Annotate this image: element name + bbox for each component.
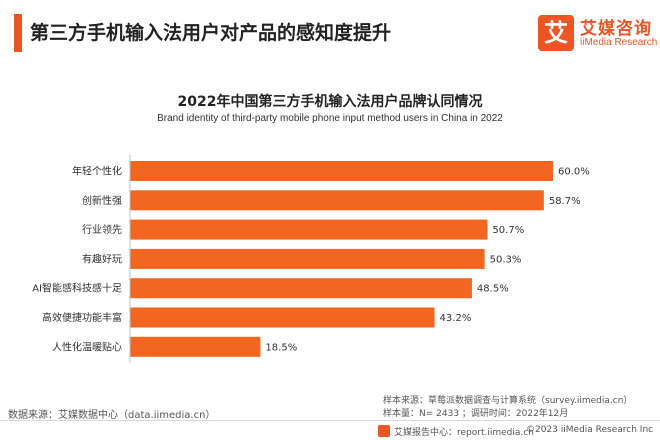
logo-mark-icon: 艾 [538,15,574,51]
value-label-6: 43.2% [440,313,472,324]
category-label-3: 行业领先 [82,223,122,236]
bar-3 [130,219,488,240]
bar-6 [130,307,435,328]
value-label-5: 48.5% [477,284,509,295]
logo-name-cn: 艾媒咨询 [580,19,652,39]
bar-7 [130,336,261,357]
category-label-7: 人性化温暖贴心 [52,340,122,353]
page-title: 第三方手机输入法用户对产品的感知度提升 [30,22,392,44]
value-label-2: 58.7% [549,196,581,207]
sample-source-note: 样本来源：草莓派数据调查与计算系统（survey.iimedia.cn） [383,396,633,406]
iimedia-logo: 艾 艾媒咨询 iiMedia Research [538,13,657,57]
value-label-4: 50.3% [490,254,522,265]
category-label-2: 创新性强 [82,194,122,207]
bar-4 [130,248,485,269]
category-label-1: 年轻个性化 [72,165,122,178]
footer-divider [0,420,660,421]
category-label-4: 有趣好玩 [82,252,122,265]
title-accent-bar [14,14,22,52]
footer-report-center[interactable]: 艾媒报告中心：report.iimedia.cn [394,428,534,438]
value-label-7: 18.5% [265,342,297,353]
bar-1 [130,161,553,181]
footer-copyright: ©2023 iiMedia Research Inc [526,425,654,435]
chart-subtitle: Brand identity of third-party mobile pho… [157,113,503,124]
category-label-5: AI智能感科技感十足 [32,282,122,295]
chart-title: 2022年中国第三方手机输入法用户品牌认同情况 [177,94,483,110]
bar-5 [130,278,472,299]
value-label-1: 60.0% [558,167,590,178]
bar-2 [130,190,544,211]
logo-name-en: iiMedia Research [580,37,658,48]
value-label-3: 50.7% [492,225,524,236]
sample-size-note: 样本量：N= 2433 ；调研时间：2022年12月 [383,409,569,419]
category-label-6: 高效便捷功能丰富 [42,311,122,324]
report-center-icon [378,425,390,437]
data-source-note: 数据来源：艾媒数据中心（data.iimedia.cn） [8,410,216,421]
